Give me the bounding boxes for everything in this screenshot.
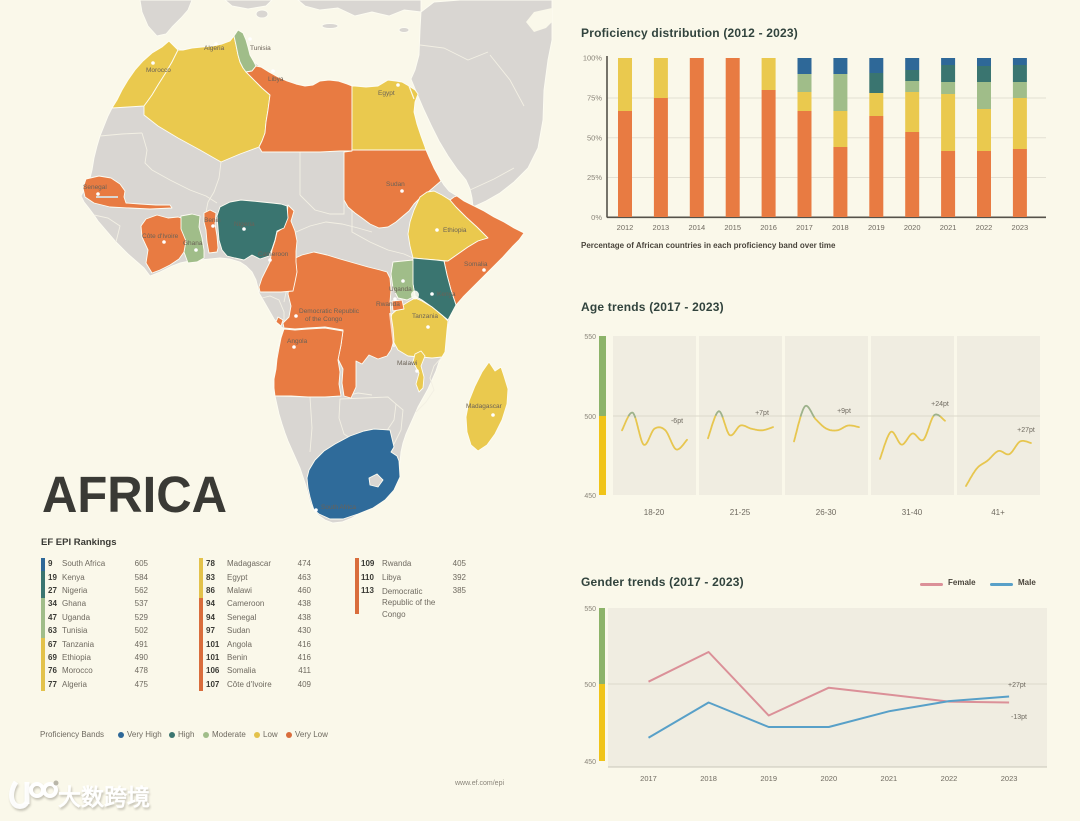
svg-text:Nigeria: Nigeria xyxy=(234,221,255,228)
svg-text:Ghana: Ghana xyxy=(183,240,203,247)
svg-text:Tanzania: Tanzania xyxy=(412,313,438,320)
svg-text:Uganda: Uganda xyxy=(389,286,412,293)
svg-text:100%: 100% xyxy=(583,54,603,63)
svg-text:2013: 2013 xyxy=(653,223,670,232)
svg-text:2018: 2018 xyxy=(700,774,717,783)
svg-text:of the Congo: of the Congo xyxy=(305,316,343,323)
svg-text:Benin: Benin xyxy=(204,217,221,224)
svg-text:2017: 2017 xyxy=(640,774,657,783)
svg-text:Libya: Libya xyxy=(268,76,284,83)
svg-text:大数跨境: 大数跨境 xyxy=(58,784,150,810)
svg-text:Malawi: Malawi xyxy=(397,360,417,367)
svg-text:26-30: 26-30 xyxy=(816,508,837,517)
svg-text:Somalia: Somalia xyxy=(464,261,488,268)
svg-text:Rwanda: Rwanda xyxy=(376,301,400,308)
svg-text:2019: 2019 xyxy=(868,223,885,232)
svg-text:Madagascar: Madagascar xyxy=(466,403,503,410)
svg-text:+27pt: +27pt xyxy=(1008,682,1026,689)
svg-text:Algeria: Algeria xyxy=(204,45,225,52)
svg-text:450: 450 xyxy=(584,493,596,500)
svg-text:South Africa: South Africa xyxy=(321,504,356,511)
svg-text:2020: 2020 xyxy=(820,774,837,783)
svg-text:2016: 2016 xyxy=(760,223,777,232)
svg-text:2022: 2022 xyxy=(976,223,993,232)
svg-text:2021: 2021 xyxy=(881,774,898,783)
svg-text:50%: 50% xyxy=(587,133,602,142)
svg-text:+9pt: +9pt xyxy=(837,408,851,415)
svg-text:2022: 2022 xyxy=(941,774,958,783)
svg-text:2018: 2018 xyxy=(832,223,849,232)
svg-text:-13pt: -13pt xyxy=(1011,714,1027,721)
svg-text:2023: 2023 xyxy=(1001,774,1018,783)
svg-text:2015: 2015 xyxy=(724,223,741,232)
svg-text:550: 550 xyxy=(584,606,596,613)
svg-text:500: 500 xyxy=(584,414,596,421)
svg-text:+27pt: +27pt xyxy=(1017,427,1035,434)
svg-text:2019: 2019 xyxy=(760,774,777,783)
svg-text:Angola: Angola xyxy=(287,338,308,345)
svg-text:2017: 2017 xyxy=(796,223,813,232)
svg-text:0%: 0% xyxy=(591,213,602,222)
svg-text:41+: 41+ xyxy=(991,508,1005,517)
svg-text:Senegal: Senegal xyxy=(83,184,107,191)
svg-text:Sudan: Sudan xyxy=(386,181,405,188)
svg-text:2020: 2020 xyxy=(904,223,921,232)
svg-text:Côte d'Ivoire: Côte d'Ivoire xyxy=(142,233,179,240)
svg-text:450: 450 xyxy=(584,759,596,766)
svg-text:25%: 25% xyxy=(587,173,602,182)
svg-text:Democratic Republic: Democratic Republic xyxy=(299,308,360,315)
svg-text:21-25: 21-25 xyxy=(730,508,751,517)
svg-text:Ethiopia: Ethiopia xyxy=(443,227,467,234)
svg-text:Tunisia: Tunisia xyxy=(250,45,271,52)
svg-text:2021: 2021 xyxy=(940,223,957,232)
svg-text:2014: 2014 xyxy=(688,223,705,232)
svg-text:31-40: 31-40 xyxy=(902,508,923,517)
svg-text:75%: 75% xyxy=(587,94,602,103)
svg-text:18-20: 18-20 xyxy=(644,508,665,517)
svg-text:550: 550 xyxy=(584,334,596,341)
svg-text:Kenya: Kenya xyxy=(437,291,456,298)
svg-text:2012: 2012 xyxy=(617,223,634,232)
svg-text:2023: 2023 xyxy=(1012,223,1029,232)
svg-text:+7pt: +7pt xyxy=(755,410,769,417)
svg-text:Egypt: Egypt xyxy=(378,90,395,97)
svg-text:-6pt: -6pt xyxy=(671,418,683,425)
svg-text:Cameroon: Cameroon xyxy=(258,251,289,258)
svg-text:500: 500 xyxy=(584,682,596,689)
svg-text:Morocco: Morocco xyxy=(146,67,171,74)
svg-text:+24pt: +24pt xyxy=(931,401,949,408)
